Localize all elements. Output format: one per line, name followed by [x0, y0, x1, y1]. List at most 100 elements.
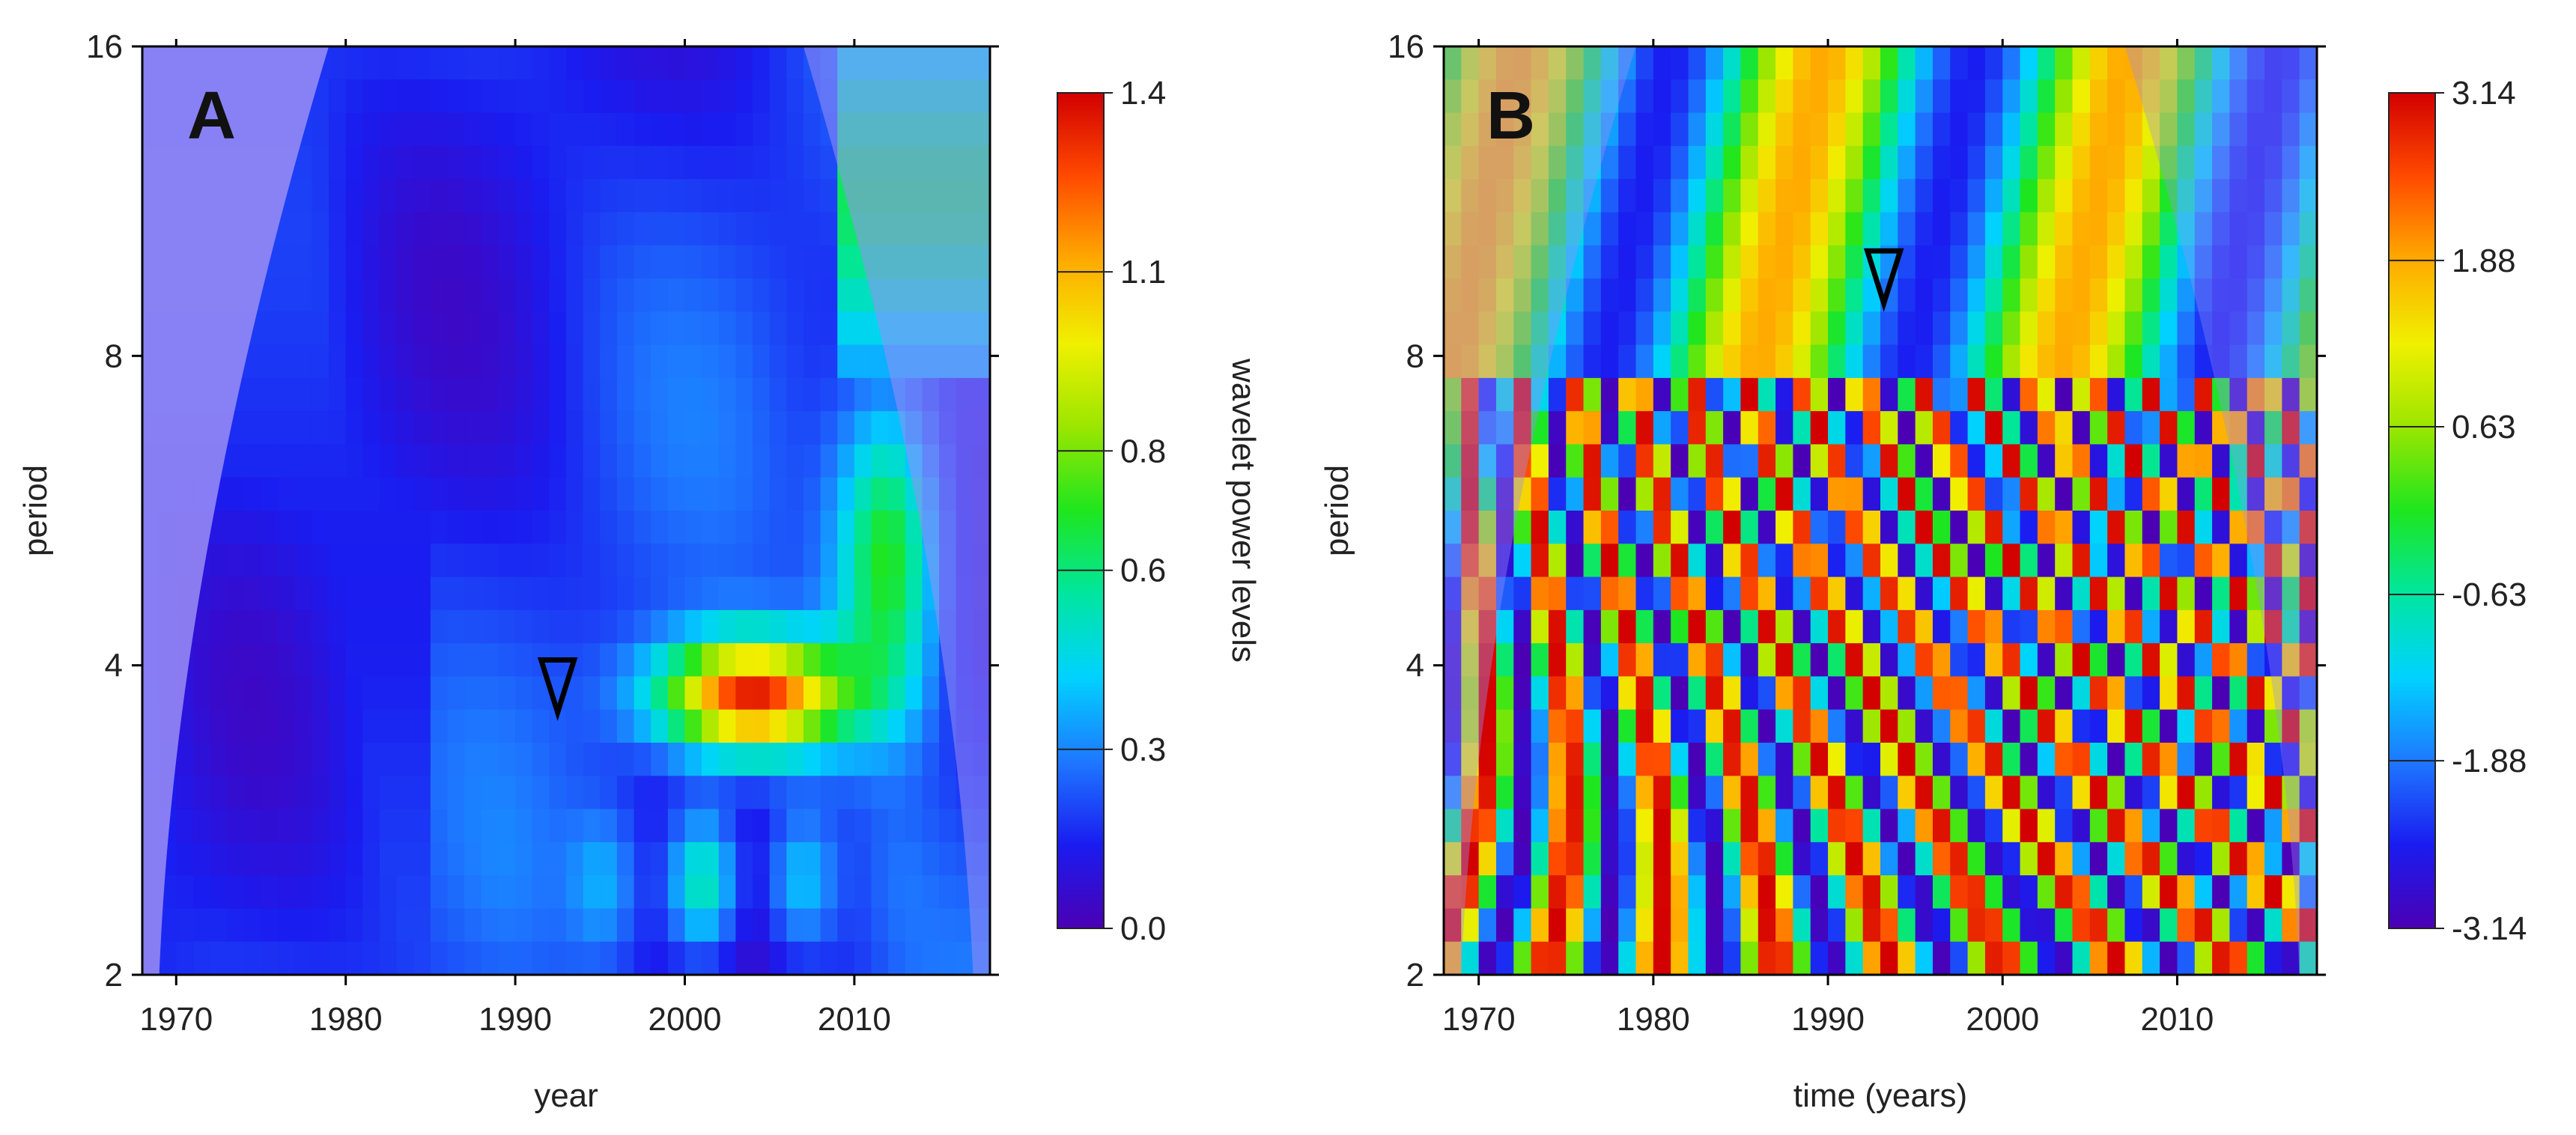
heatmap-cell [176, 776, 194, 810]
heatmap-cell [667, 477, 686, 511]
heatmap-cell [379, 46, 398, 80]
heatmap-cell [820, 377, 838, 412]
heatmap-cell [2089, 344, 2108, 379]
heatmap-cell [667, 245, 686, 279]
heatmap-cell [1810, 279, 1829, 312]
heatmap-cell [753, 643, 771, 678]
heatmap-cell [735, 212, 753, 246]
heatmap-cell [1984, 245, 2003, 279]
heatmap-cell [1618, 245, 1637, 279]
heatmap-cell [2037, 544, 2056, 578]
heatmap-cell [515, 245, 533, 279]
heatmap-cell [515, 743, 533, 776]
heatmap-cell [2229, 544, 2248, 578]
heatmap-cell [1775, 477, 1793, 511]
heatmap-cell [1810, 709, 1829, 743]
heatmap-cell [2264, 444, 2282, 478]
heatmap-cell [1775, 809, 1793, 843]
heatmap-cell [684, 709, 702, 743]
heatmap-cell [718, 743, 736, 776]
heatmap-cell [616, 941, 635, 975]
heatmap-cell [1513, 875, 1532, 910]
heatmap-cell [1618, 908, 1637, 943]
heatmap-cell [753, 842, 771, 876]
heatmap-cell [888, 842, 906, 876]
heatmap-cell [1775, 511, 1793, 544]
heatmap-cell [888, 676, 906, 710]
heatmap-cell [735, 842, 753, 876]
heatmap-cell [498, 112, 516, 147]
heatmap-cell [1880, 544, 1898, 578]
heatmap-cell [888, 941, 906, 975]
heatmap-cell [684, 776, 702, 810]
heatmap-cell [1758, 46, 1776, 80]
heatmap-cell [583, 511, 601, 544]
heatmap-cell [2142, 344, 2160, 379]
heatmap-cell [1932, 477, 1951, 511]
heatmap-cell [1513, 279, 1532, 312]
heatmap-cell [2002, 112, 2021, 147]
heatmap-cell [684, 511, 702, 544]
heatmap-cell [854, 609, 872, 644]
heatmap-cell [1828, 511, 1846, 544]
heatmap-cell [634, 511, 651, 544]
heatmap-cell [2142, 941, 2160, 975]
heatmap-cell [769, 411, 787, 445]
heatmap-cell [396, 941, 414, 975]
heatmap-cell [1513, 179, 1532, 213]
heatmap-cell [1950, 311, 1969, 346]
heatmap-cell [600, 511, 618, 544]
heatmap-cell [1461, 609, 1480, 644]
heatmap-cell [1880, 444, 1898, 478]
heatmap-cell [1723, 776, 1742, 810]
heatmap-cell [1513, 809, 1532, 843]
heatmap-cell [2247, 643, 2265, 678]
heatmap-cell [2037, 344, 2056, 379]
heatmap-cell [1810, 179, 1829, 213]
heatmap-cell [2055, 245, 2074, 279]
x-tick-label: 1980 [309, 1001, 383, 1038]
heatmap-cell [1478, 344, 1497, 379]
heatmap-cell [294, 544, 312, 578]
heatmap-cell [2055, 609, 2074, 644]
heatmap-cell [1775, 875, 1793, 910]
heatmap-cell [1461, 311, 1480, 346]
heatmap-cell [871, 511, 889, 544]
heatmap-cell [481, 279, 499, 312]
heatmap-cell [2247, 377, 2265, 412]
heatmap-cell [1566, 908, 1585, 943]
heatmap-cell [1705, 311, 1724, 346]
heatmap-cell [2037, 511, 2056, 544]
heatmap-cell [1862, 643, 1881, 678]
heatmap-cell [413, 377, 431, 412]
heatmap-cell [667, 743, 686, 776]
heatmap-cell [769, 709, 787, 743]
heatmap-cell [1688, 842, 1707, 876]
heatmap-cell [2020, 776, 2038, 810]
heatmap-cell [447, 842, 465, 876]
heatmap-cell [1671, 477, 1689, 511]
heatmap-cell [735, 908, 753, 943]
heatmap-cell [329, 311, 347, 346]
heatmap-cell [532, 941, 550, 975]
heatmap-cell [684, 743, 702, 776]
heatmap-cell [871, 709, 889, 743]
heatmap-cell [2089, 145, 2108, 180]
heatmap-cell [2072, 643, 2091, 678]
heatmap-cell [2107, 643, 2126, 678]
heatmap-cell [532, 511, 550, 544]
heatmap-cell [396, 411, 414, 445]
heatmap-cell [2089, 875, 2108, 910]
heatmap-cell [1618, 477, 1637, 511]
heatmap-cell [413, 709, 431, 743]
heatmap-cell [294, 609, 312, 644]
heatmap-cell [2264, 344, 2282, 379]
heatmap-cell [413, 145, 431, 180]
heatmap-cell [2037, 112, 2056, 147]
heatmap-cell [566, 842, 584, 876]
heatmap-cell [888, 477, 906, 511]
heatmap-cell [684, 145, 702, 180]
heatmap-cell [753, 908, 771, 943]
heatmap-cell [2002, 511, 2021, 544]
heatmap-cell [1880, 411, 1898, 445]
